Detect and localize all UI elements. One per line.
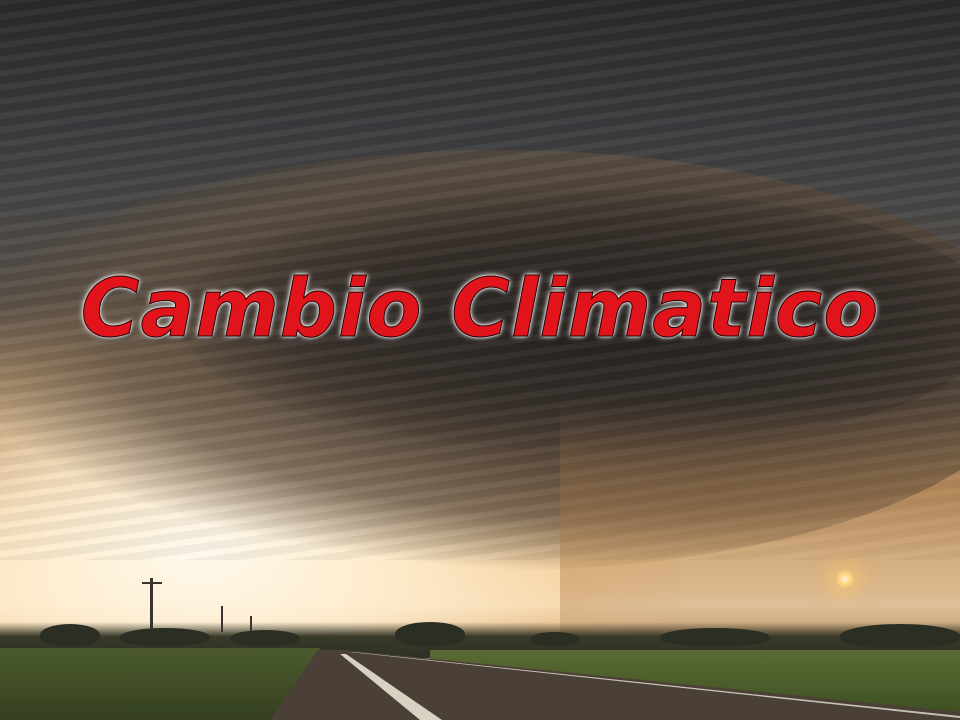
- storm-shelf-cloud: [0, 150, 960, 570]
- road-lane-marking: [340, 654, 442, 720]
- tree: [395, 622, 465, 646]
- utility-pole: [221, 606, 223, 632]
- road-edge-line: [350, 652, 960, 718]
- grass-field-left: [0, 648, 320, 720]
- tree: [120, 628, 210, 646]
- tree: [840, 624, 960, 648]
- tree: [660, 628, 770, 646]
- setting-sun: [836, 570, 854, 588]
- tree: [40, 624, 100, 646]
- utility-pole: [250, 616, 252, 634]
- grass-field-right: [430, 650, 960, 720]
- treeline: [0, 622, 960, 658]
- utility-pole-crossbar: [142, 582, 162, 584]
- rain-curtain: [560, 400, 960, 650]
- utility-pole: [150, 578, 153, 630]
- tree: [230, 630, 300, 646]
- tree: [530, 632, 580, 646]
- slide-title: Cambio Climatico: [80, 262, 880, 356]
- highway-road: [270, 650, 960, 720]
